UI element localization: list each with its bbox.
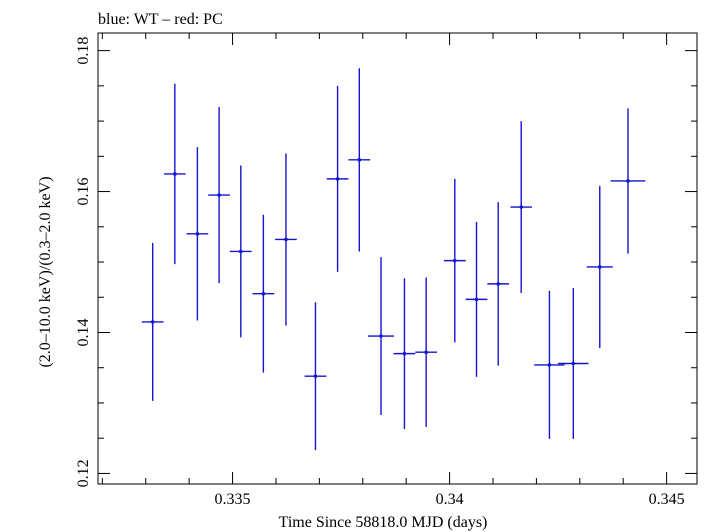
point-marker xyxy=(195,232,200,236)
point-marker xyxy=(496,282,501,286)
point-marker xyxy=(379,334,383,338)
data-point xyxy=(393,278,416,430)
chart-title: blue: WT – red: PC xyxy=(98,11,223,28)
data-point xyxy=(208,106,230,284)
y-tick-label: 0.12 xyxy=(75,459,92,487)
data-point xyxy=(443,178,466,343)
data-point xyxy=(465,221,488,377)
data-point xyxy=(304,302,327,451)
point-marker xyxy=(519,205,524,209)
y-tick-label: 0.14 xyxy=(75,318,92,346)
y-tick-label: 0.16 xyxy=(75,178,92,206)
data-point xyxy=(229,165,252,338)
data-point xyxy=(534,290,565,439)
point-marker xyxy=(402,351,407,356)
point-marker xyxy=(239,249,243,254)
point-marker xyxy=(597,265,602,269)
point-marker xyxy=(150,320,155,324)
data-point xyxy=(610,108,646,254)
point-marker xyxy=(452,258,457,263)
plot-frame xyxy=(97,32,698,485)
point-marker xyxy=(626,179,630,183)
x-tick-label: 0.335 xyxy=(215,491,251,508)
data-points xyxy=(141,68,646,451)
data-point xyxy=(326,85,349,272)
data-point xyxy=(163,83,186,265)
axis-ticks xyxy=(98,33,697,484)
y-axis-label: (2.0–10.0 keV)/(0.3–2.0 keV) xyxy=(37,176,54,367)
y-tick-label: 0.18 xyxy=(75,37,92,65)
data-point xyxy=(558,288,589,439)
point-marker xyxy=(335,177,340,181)
data-point xyxy=(586,185,613,348)
point-marker xyxy=(173,172,177,176)
data-point xyxy=(415,277,437,427)
x-tick-label: 0.34 xyxy=(436,491,464,508)
point-marker xyxy=(547,363,552,367)
data-point xyxy=(275,153,297,326)
y-tick-labels: 0.12 0.14 0.16 0.18 xyxy=(75,37,92,488)
data-point xyxy=(252,214,275,373)
x-axis-label: Time Since 58818.0 MJD (days) xyxy=(279,514,488,531)
data-point xyxy=(186,147,209,321)
point-marker xyxy=(571,361,576,366)
data-point xyxy=(510,121,533,294)
point-marker xyxy=(217,193,221,197)
point-marker xyxy=(424,350,428,355)
point-marker xyxy=(313,374,318,378)
data-point xyxy=(367,257,395,415)
point-marker xyxy=(284,237,288,242)
data-point xyxy=(487,202,510,366)
point-marker xyxy=(357,158,362,162)
data-point xyxy=(348,68,371,252)
point-marker xyxy=(261,291,266,296)
point-marker xyxy=(474,297,479,302)
data-point xyxy=(141,242,164,401)
x-tick-labels: 0.335 0.34 0.345 xyxy=(215,491,685,508)
x-tick-label: 0.345 xyxy=(649,491,685,508)
